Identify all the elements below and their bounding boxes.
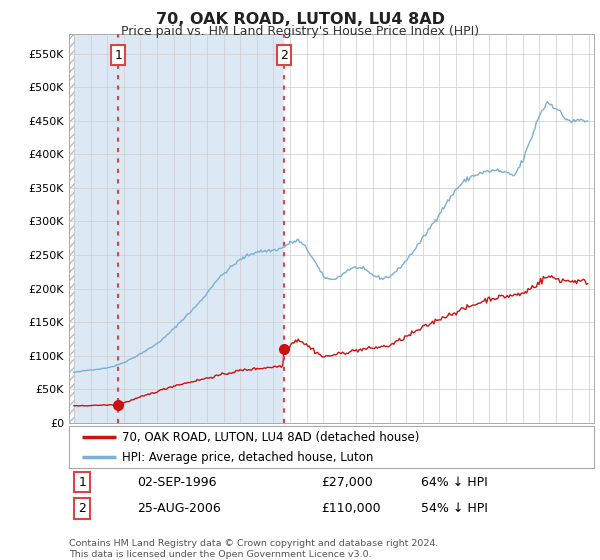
Text: 25-AUG-2006: 25-AUG-2006 (137, 502, 221, 515)
Text: 64% ↓ HPI: 64% ↓ HPI (421, 475, 487, 489)
Bar (69, 34, 284, 423)
Text: £110,000: £110,000 (321, 502, 380, 515)
Text: 2: 2 (78, 502, 86, 515)
Bar (284, 34, 594, 423)
Text: 54% ↓ HPI: 54% ↓ HPI (421, 502, 488, 515)
Text: HPI: Average price, detached house, Luton: HPI: Average price, detached house, Luto… (121, 451, 373, 464)
Text: 70, OAK ROAD, LUTON, LU4 8AD (detached house): 70, OAK ROAD, LUTON, LU4 8AD (detached h… (121, 431, 419, 444)
Text: 02-SEP-1996: 02-SEP-1996 (137, 475, 217, 489)
Text: 70, OAK ROAD, LUTON, LU4 8AD: 70, OAK ROAD, LUTON, LU4 8AD (155, 12, 445, 27)
Text: 1: 1 (78, 475, 86, 489)
Text: £27,000: £27,000 (321, 475, 373, 489)
Text: 1: 1 (115, 49, 122, 62)
Text: 2: 2 (280, 49, 288, 62)
Text: Price paid vs. HM Land Registry's House Price Index (HPI): Price paid vs. HM Land Registry's House … (121, 25, 479, 38)
Text: Contains HM Land Registry data © Crown copyright and database right 2024.
This d: Contains HM Land Registry data © Crown c… (69, 539, 439, 559)
